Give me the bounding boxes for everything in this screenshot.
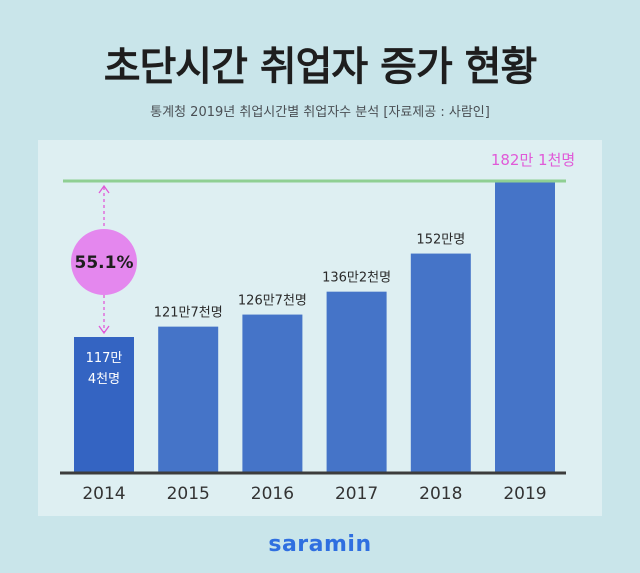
bar-2017 <box>326 291 387 473</box>
x-tick-label: 2016 <box>251 484 294 504</box>
growth-rate-label: 55.1% <box>75 253 134 273</box>
data-label: 4천명 <box>88 372 120 387</box>
brand-logo: saramin <box>268 532 372 557</box>
bar-chart: 2014 117만 4천명 2015 121만7천명 2016 126만7천명 2017 136… <box>60 151 575 504</box>
data-label: 152만명 <box>416 233 465 248</box>
x-tick-label: 2017 <box>335 484 378 504</box>
bar-2015 <box>158 326 219 473</box>
x-tick-label: 2018 <box>419 484 462 504</box>
data-label: 117만 <box>86 351 123 366</box>
data-label: 126만7천명 <box>238 294 307 309</box>
data-label: 121만7천명 <box>154 306 223 321</box>
arrow-head-down <box>98 325 110 335</box>
growth-bubble <box>71 229 137 295</box>
bar-2019 <box>495 181 555 473</box>
chart-subtitle: 통계청 2019년 취업시간별 취업자수 분석 [자료제공 : 사람인] <box>150 105 490 120</box>
x-tick-label: 2015 <box>167 484 210 504</box>
arrow-head-up <box>98 184 110 194</box>
bar-2018 <box>410 253 471 473</box>
x-tick-label: 2014 <box>82 484 125 504</box>
bar-2014 <box>74 337 134 473</box>
data-label: 182만 1천명 <box>491 151 575 169</box>
chart-title: 초단시간 취업자 증가 현황 <box>103 44 538 90</box>
data-label: 136만2천명 <box>322 271 391 286</box>
bar-2016 <box>242 314 303 473</box>
chart-panel: 2014 117만 4천명 2015 121만7천명 2016 126만7천명 2017 136… <box>38 140 602 516</box>
x-tick-label: 2019 <box>503 484 546 504</box>
